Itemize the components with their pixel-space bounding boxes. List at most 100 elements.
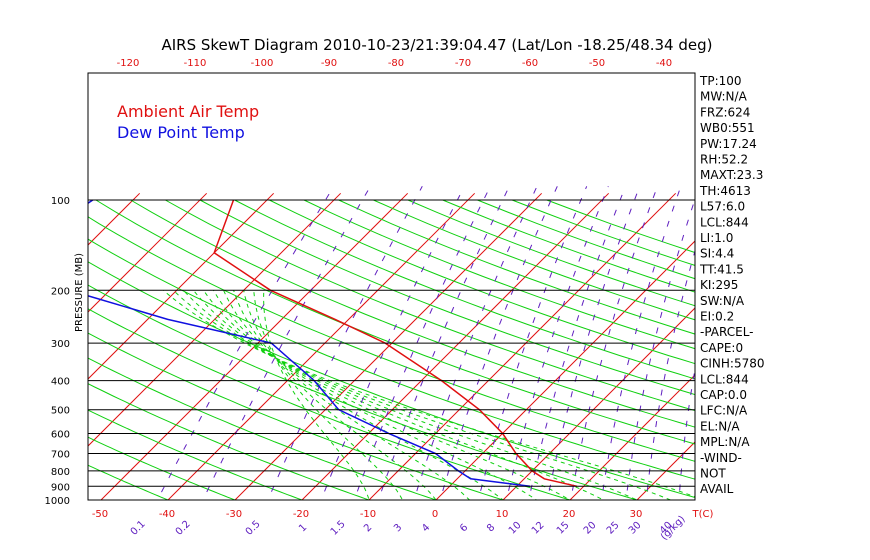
isotherm-line [832, 193, 870, 506]
index-label: FRZ:624 [700, 105, 750, 119]
isotherm-line [636, 441, 695, 500]
index-label: AVAIL [700, 482, 734, 496]
mixing-ratio-line [546, 186, 641, 500]
plot-border [87, 72, 696, 501]
mixing-ratio-line [413, 186, 538, 500]
index-label: MAXT:23.3 [700, 168, 763, 182]
mixing-ratio-label: 30 [627, 520, 644, 537]
index-label: LI:1.0 [700, 231, 733, 245]
top-tick-label: -90 [321, 58, 337, 69]
top-tick-label: -110 [184, 58, 207, 69]
index-label: TT:41.5 [699, 262, 744, 276]
index-label: TH:4613 [699, 184, 751, 198]
ambient-temp-line [213, 199, 578, 488]
dry-adiabat-line [234, 199, 695, 380]
top-tick-label: -100 [251, 58, 274, 69]
dry-adiabat-line [130, 199, 695, 428]
dry-adiabat-line [88, 436, 237, 500]
dry-adiabat-line [303, 199, 695, 350]
index-label: KI:295 [700, 278, 738, 292]
dry-adiabat-line [88, 332, 505, 500]
moist-adiabat-line [172, 289, 672, 500]
y-axis-label: PRESSURE (MB) [74, 253, 85, 332]
isotherm-line [435, 240, 695, 500]
index-label: NOT [700, 467, 726, 481]
bottom-tick-label: -40 [159, 509, 175, 520]
moist-adiabat-line [253, 290, 404, 500]
y-tick-label: 600 [51, 429, 70, 440]
mixing-ratio-line [570, 186, 658, 500]
isotherm-line [88, 192, 342, 447]
moist-adiabat-line [162, 289, 695, 498]
y-tick-label: 700 [51, 450, 70, 461]
bottom-tick-label: 10 [496, 509, 509, 520]
mixing-ratio-label: 1.5 [329, 519, 348, 538]
isotherm-line [88, 192, 208, 313]
mixing-ratio-line [156, 186, 335, 500]
bottom-tick-label: 30 [630, 509, 643, 520]
moist-adiabat-line [263, 290, 370, 500]
isotherm-line [569, 374, 695, 500]
index-label: LFC:N/A [700, 404, 748, 418]
mixing-ratio-label: 15 [555, 520, 572, 537]
isotherm-line [301, 192, 610, 500]
mixing-ratio-line [353, 186, 491, 500]
isotherm-line [0, 193, 6, 506]
index-label: EI:0.2 [700, 310, 734, 324]
moist-adiabat-line [213, 290, 538, 500]
mixing-ratio-line [320, 186, 465, 500]
moist-adiabat-line [203, 290, 571, 500]
index-label: CINH:5780 [700, 357, 765, 371]
mixing-ratio-label: 8 [485, 522, 497, 534]
mixing-ratio-label: 20 [582, 520, 599, 537]
dewpoint-temp-line [88, 199, 531, 488]
index-label: MPL:N/A [700, 435, 750, 449]
mixing-ratio-label: 1 [297, 522, 309, 534]
top-tick-label: -70 [455, 58, 471, 69]
bottom-tick-label: 0 [432, 509, 438, 520]
legend-dewpoint: Dew Point Temp [117, 123, 245, 142]
mixing-ratio-label: 25 [605, 520, 622, 537]
dry-adiabat-line [338, 199, 695, 335]
y-tick-label: 100 [51, 196, 70, 207]
top-tick-label: -40 [656, 58, 672, 69]
dry-adiabat-line [88, 409, 304, 500]
top-tick-label: -120 [117, 58, 140, 69]
top-tick-label: -80 [388, 58, 404, 69]
index-label: PW:17.24 [700, 137, 757, 151]
bottom-tick-label: -30 [226, 509, 242, 520]
bottom-tick-label: -20 [293, 509, 309, 520]
isotherm-line [234, 192, 543, 500]
index-label: LCL:844 [700, 215, 749, 229]
mixing-ratio-line [439, 186, 558, 500]
mixing-ratio-line [678, 366, 695, 500]
mixing-ratio-line [477, 186, 588, 500]
bottom-tick-label: -50 [92, 509, 108, 520]
bottom-tick-label: T(C) [692, 509, 714, 520]
moist-adiabat-line [223, 290, 504, 500]
plot-frame [87, 72, 696, 501]
dry-adiabat-line [199, 199, 695, 396]
index-label: SW:N/A [700, 294, 745, 308]
mixing-ratio-line [202, 186, 371, 500]
index-label: TP:100 [699, 74, 742, 88]
dry-adiabat-line [88, 238, 695, 480]
dry-adiabat-line [88, 308, 572, 500]
index-label: SI:4.4 [700, 247, 734, 261]
index-label: -WIND- [700, 451, 742, 465]
isotherm-line [368, 192, 677, 500]
moist-adiabat-line [233, 290, 471, 500]
moist-adiabat-line [183, 289, 639, 500]
mixing-ratio-label: 0.5 [244, 519, 263, 538]
sounding-curves [88, 199, 578, 488]
index-label: CAP:0.0 [700, 388, 747, 402]
mixing-ratio-label: 4 [420, 522, 432, 534]
mixing-ratio-line [505, 186, 609, 500]
dry-adiabat-line [165, 199, 695, 412]
mixing-ratio-line [528, 186, 626, 500]
mixing-ratio-label: 3 [392, 522, 404, 534]
isotherm-line [167, 192, 476, 500]
dry-adiabat-line [373, 199, 695, 321]
y-tick-label: 500 [51, 406, 70, 417]
